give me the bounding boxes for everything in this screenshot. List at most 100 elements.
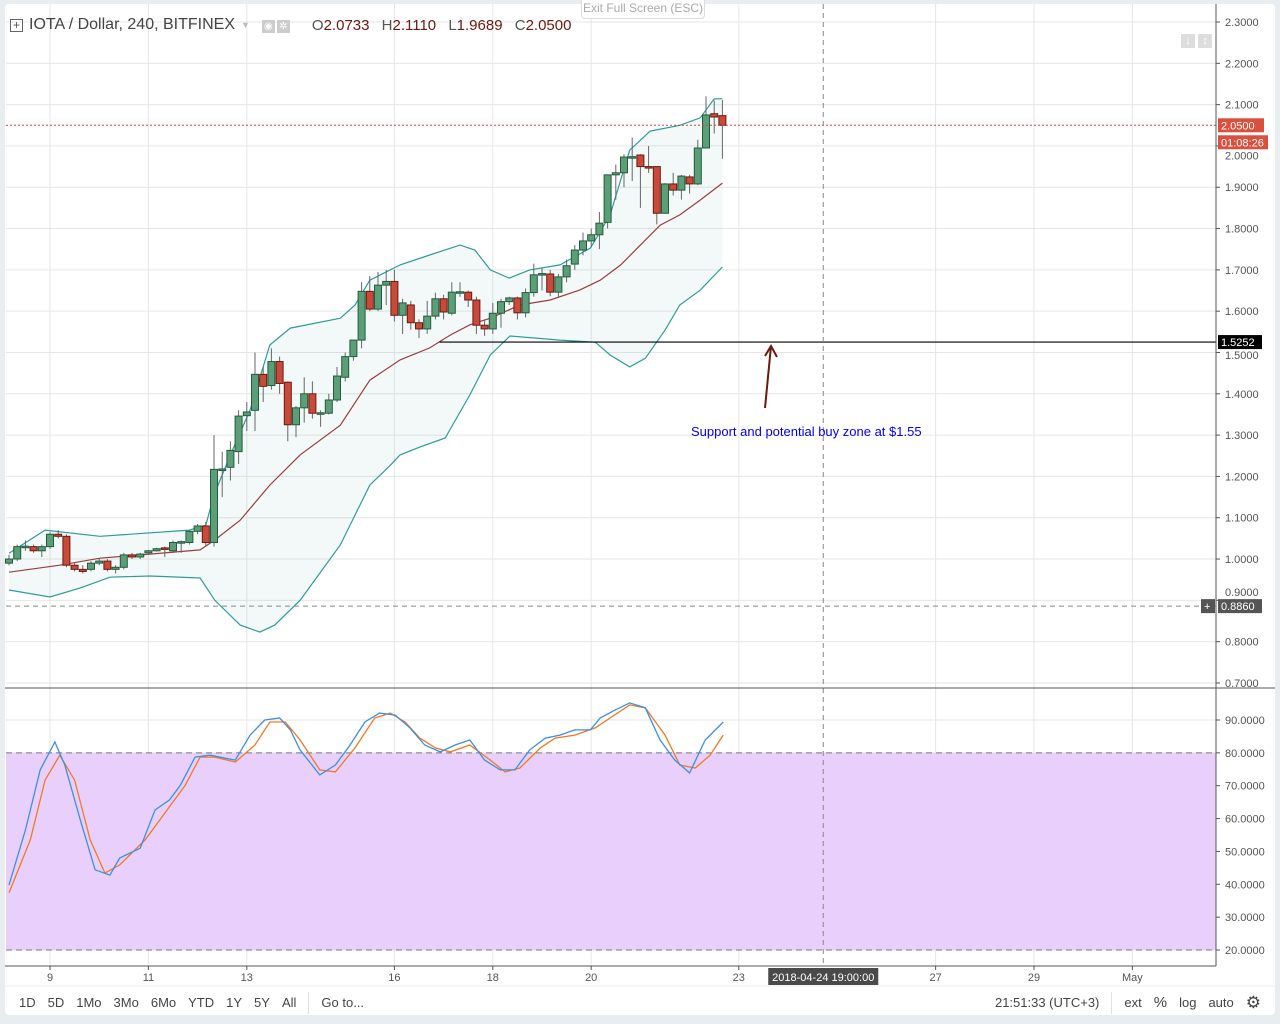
divider xyxy=(1111,991,1113,1014)
range-all[interactable]: All xyxy=(281,995,297,1010)
candle-body xyxy=(21,545,30,549)
candle-body xyxy=(603,174,612,223)
goto-button[interactable]: Go to... xyxy=(321,995,365,1010)
candle xyxy=(201,521,210,547)
candle xyxy=(119,552,128,570)
candle xyxy=(636,154,645,208)
candle-body xyxy=(177,541,186,544)
candle xyxy=(316,410,325,427)
candle xyxy=(628,137,637,182)
candle-body xyxy=(103,560,112,570)
chevron-down-icon[interactable]: ▼ xyxy=(241,20,250,30)
candle xyxy=(677,174,686,200)
auto-toggle[interactable]: auto xyxy=(1208,995,1234,1010)
candle xyxy=(177,540,186,553)
candle xyxy=(160,546,169,557)
candle xyxy=(546,269,555,297)
time-tick-label: 11 xyxy=(143,972,154,984)
arrow-updown-icon[interactable]: ↕ xyxy=(1198,34,1212,48)
candle-body xyxy=(54,533,63,537)
candle xyxy=(505,296,514,305)
candle-body xyxy=(505,297,514,303)
close-value: 2.0500 xyxy=(525,16,572,34)
candle-body xyxy=(579,240,587,251)
bollinger-fill xyxy=(9,98,723,633)
candle xyxy=(144,549,153,555)
candle xyxy=(349,339,358,361)
stoch-tick-label: 50.0000 xyxy=(1225,846,1265,858)
arrow-down-icon[interactable]: ↓ xyxy=(1181,34,1195,48)
candle xyxy=(292,406,300,438)
candle xyxy=(693,139,702,186)
candle-body xyxy=(152,548,161,552)
ext-toggle[interactable]: ext xyxy=(1124,995,1142,1010)
range-5d[interactable]: 5D xyxy=(47,995,65,1010)
chart-canvas[interactable]: 2.3000 2.2000 2.1000 2.0000 1.9000 1.8000 1.70… xyxy=(5,4,1275,1015)
candle-body xyxy=(144,550,153,554)
candle xyxy=(456,282,464,297)
price-tick-label: 2.1000 xyxy=(1225,100,1259,112)
candle-body xyxy=(87,562,95,570)
candle-body xyxy=(472,299,481,326)
candle-body xyxy=(546,273,555,293)
candle xyxy=(611,164,620,200)
candle xyxy=(554,273,563,297)
annotation-text[interactable]: Support and potential buy zone at $1.55 xyxy=(691,424,922,439)
time-tick-label: 20 xyxy=(585,972,597,984)
candle-body xyxy=(251,373,259,411)
stoch-tick-label: 60.0000 xyxy=(1225,814,1265,826)
support-price-badge: 1.5252 xyxy=(1221,337,1255,349)
candle-body xyxy=(234,415,243,453)
candle xyxy=(103,559,112,572)
clock-timezone[interactable]: 21:51:33 (UTC+3) xyxy=(994,995,1100,1010)
crosshair-date-label: 2018-04-24 19:00:00 xyxy=(772,972,874,984)
range-1mo[interactable]: 1Mo xyxy=(76,995,102,1010)
candle xyxy=(259,366,268,403)
eye-icon[interactable]: ◉ xyxy=(261,20,275,33)
candle xyxy=(324,393,333,415)
symbol-title[interactable]: IOTA / Dollar, 240, BITFINEX xyxy=(29,16,235,33)
settings-gear-icon[interactable]: ⚙ xyxy=(1245,992,1261,1012)
candle-body xyxy=(611,172,620,176)
add-alert-button[interactable] xyxy=(1201,599,1215,614)
percent-toggle[interactable]: % xyxy=(1153,994,1168,1011)
candle xyxy=(37,544,46,557)
candle-body xyxy=(587,234,596,242)
candle-body xyxy=(259,373,268,387)
candle-body xyxy=(283,381,292,426)
candle-body xyxy=(46,533,54,548)
candle-body xyxy=(316,412,325,415)
candle xyxy=(472,296,481,334)
low-value: 1.9689 xyxy=(456,16,503,34)
support-price-badge-bg xyxy=(1218,335,1262,350)
range-6mo[interactable]: 6Mo xyxy=(150,995,177,1010)
price-tick-label: 1.3000 xyxy=(1225,430,1259,442)
range-5y[interactable]: 5Y xyxy=(254,995,270,1010)
price-tick-label: 1.2000 xyxy=(1225,471,1259,483)
price-tick-label: 1.0000 xyxy=(1225,554,1259,566)
exit-fullscreen-button[interactable]: Exit Full Screen (ESC) xyxy=(581,0,705,19)
range-1d[interactable]: 1D xyxy=(19,995,36,1010)
candle-body xyxy=(374,284,382,310)
range-ytd[interactable]: YTD xyxy=(188,995,215,1010)
range-3mo[interactable]: 3Mo xyxy=(113,995,139,1010)
gear-icon[interactable]: ✲ xyxy=(276,20,290,33)
candle-body xyxy=(333,375,341,401)
candle xyxy=(669,172,678,196)
log-toggle[interactable]: log xyxy=(1179,995,1197,1010)
candle xyxy=(29,544,38,553)
candle xyxy=(423,300,432,334)
bottom-toolbar: 1D 5D 1Mo 3Mo 6Mo YTD 1Y 5Y All Go to...… xyxy=(5,990,1275,1015)
time-tick-label: 29 xyxy=(1028,972,1040,984)
expand-plus-icon[interactable]: + xyxy=(10,18,23,32)
price-tick-label: 1.9000 xyxy=(1225,182,1259,194)
candle-body xyxy=(669,183,678,191)
candle-body xyxy=(406,304,415,324)
candle xyxy=(226,441,235,481)
candle xyxy=(513,296,522,320)
range-1y[interactable]: 1Y xyxy=(226,995,243,1010)
candle xyxy=(652,166,661,225)
candle xyxy=(480,319,489,336)
candle xyxy=(234,410,243,465)
candle-body xyxy=(529,274,538,294)
